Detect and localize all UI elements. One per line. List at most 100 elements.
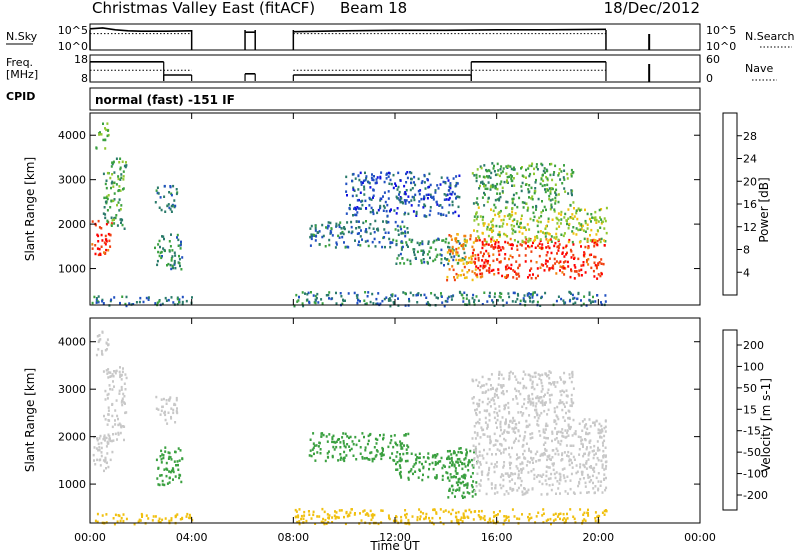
velocity-cells-cell-7-56 [470,458,473,462]
power-cells-cell-4-2 [179,247,182,250]
velocity-cells-cell-11-44 [141,514,144,517]
power-cells-cell-10-51 [506,214,509,217]
power-cells-cell-10-171 [476,230,479,233]
power-cells-cell-10-147 [500,219,503,222]
velocity-cells-cell-5-63 [343,459,346,463]
velocity-cells-cell-8-310 [546,455,549,458]
velocity-cells-cell-7-23 [466,491,469,494]
power-cells-cell-10-189 [605,206,608,210]
power-cells-cell-6-193 [382,204,385,208]
velocity-cells-cell-8-429 [494,486,497,490]
power-cells-cell-6-80 [406,171,409,174]
velocity-cells-cell-6-8 [451,461,454,464]
power-cells-cell-7-24 [406,258,409,262]
power-cells-cell-6-260 [365,207,367,210]
velocity-cells-cell-10-11 [557,513,560,516]
power-cells-cell-0-4 [110,222,113,225]
velocity-cells-cell-5-114 [332,434,335,438]
power-cells-cell-11-141 [492,167,495,170]
power-cells-cell-10-21 [545,225,548,228]
power-cells-cell-9-118 [580,274,583,277]
power-cells-cell-11-108 [498,174,501,178]
velocity-cells-cell-10-224 [528,513,531,516]
power-cells-cell-12-166 [397,297,399,300]
power-cells-cell-10-245 [514,230,517,233]
velocity-cells-cell-8-558 [554,427,557,430]
power-cells-cell-10-146 [596,229,599,232]
power-cells-cell-10-232 [479,215,482,218]
velocity-cells-cell-1-78 [121,403,124,407]
power-cells-cell-9-209 [498,253,501,256]
power-cells-cell-13-40 [145,296,148,300]
power-cells-cell-12-50 [529,300,532,303]
noise-left-tick-top: 10^5 [58,24,88,37]
power-cells-cell-10-37 [477,206,480,209]
power-cells-cell-10-210 [601,220,604,223]
power-cells-cell-11-202 [523,201,526,205]
power-cells-cell-6-111 [364,171,366,175]
power-cells-cell-9-154 [504,240,507,244]
velocity-cells-cell-10-56 [380,509,383,512]
power-cells-cell-5-89 [314,229,317,232]
velocity-cells-cell-10-105 [584,519,587,522]
power-cells-cell-6-232 [455,197,457,200]
velocity-cells-cell-9-106 [570,400,573,403]
velocity-cells-cell-7-53 [448,489,451,492]
power-cells-cell-6-231 [451,190,454,194]
velocity-cells-cell-8-74 [494,439,497,442]
velocity-cells-cell-9-16 [543,395,545,398]
velocity-cells-cell-7-82 [463,458,466,461]
velocity-cells-cell-7-76 [447,455,450,458]
velocity-cells-cell-8-502 [530,469,533,473]
velocity-cells-cell-10-262 [598,515,601,518]
power-cells-cell-6-51 [359,207,362,210]
velocity-cells-cell-0-31 [98,437,101,440]
power-cells-cell-1-21 [104,200,107,204]
velocity-cells-cell-8-14 [479,484,482,487]
power-cells-cell-9-76 [570,250,573,253]
velocity-cells-cell-9-121 [503,407,506,411]
velocity-cells-cell-8-483 [511,446,513,450]
power-cells-cell-1-7 [110,224,113,227]
power-cells-cell-8-28 [474,254,477,257]
velocity-cells-cell-8-241 [604,488,607,492]
velocity-cells-cell-1-28 [108,419,111,422]
power-cells-cell-12-69 [473,298,476,302]
power-cells-cell-1-75 [116,203,118,207]
velocity-cells-cell-10-135 [298,508,301,511]
power-cells-cell-10-215 [522,226,525,229]
velocity-cells-cell-1-80 [125,411,128,414]
power-cells-cell-9-178 [511,256,514,259]
power-cells-cell-0-30 [103,241,106,244]
velocity-cells-cell-3-10 [165,474,168,478]
power-cells-cell-4-29 [162,235,165,238]
power-cells-cell-11-78 [550,206,553,209]
velocity-cells-cell-5-31 [374,455,377,458]
power-cells-cell-5-133 [312,233,315,237]
power-cells-cell-10-150 [604,219,607,223]
power-cells-cell-4-24 [178,254,180,258]
power-cells-cell-9-35 [562,246,565,250]
velocity-cells-cell-9-197 [481,400,484,404]
velocity-cells-cell-9-142 [539,374,542,377]
velocity-cells-cell-9-154 [536,396,539,399]
velocity-cells-cell-7-71 [458,486,461,490]
power-cells-cell-12-32 [465,297,468,300]
power-cells-cell-10-192 [586,223,589,226]
power-cells-cell-12-60 [447,295,450,299]
velocity-cells-cell-8-222 [491,453,493,456]
velocity-cells-cell-5-147 [339,441,342,444]
power-cells-cell-9-272 [598,238,601,241]
power-cells-cell-10-2 [573,215,576,218]
velocity-cells-cell-7-28 [466,451,468,454]
velocity-cells-cell-9-61 [563,371,566,375]
velocity-cells-cell-9-153 [531,397,534,401]
power-cells-cell-8-47 [471,278,474,282]
power-cells-cell-3-5 [175,188,178,191]
velocity-cells-cell-9-143 [496,411,499,415]
velocity-cells-cell-8-341 [583,426,586,429]
velocity-cells-cell-8-224 [478,450,481,454]
velocity-cells-cell-5-102 [393,434,396,437]
power-cells-cell-5-77 [338,223,341,227]
power-cells-cell-9-167 [563,255,566,258]
